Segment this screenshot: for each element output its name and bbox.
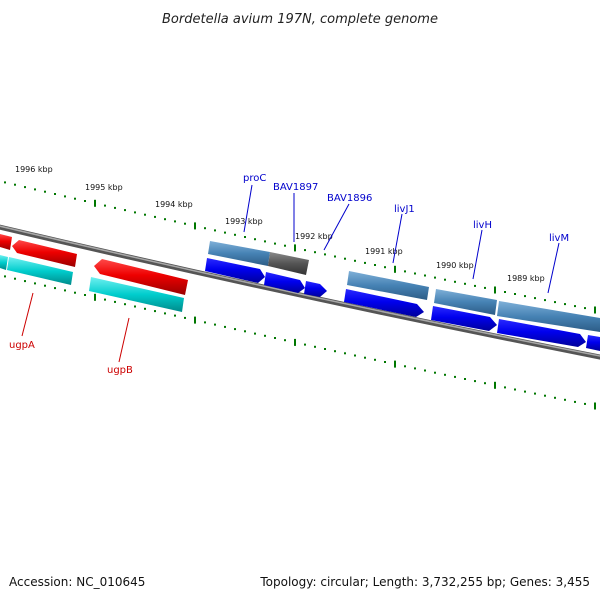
genome-summary-text: Topology: circular; Length: 3,732,255 bp…: [259, 575, 590, 589]
tick-label-1996: 1996 kbp: [15, 165, 53, 174]
cds-next[interactable]: [586, 335, 600, 351]
gene-ugpA[interactable]: [7, 257, 73, 285]
label-ugpB: ugpB: [107, 365, 133, 376]
cds-BAV1897[interactable]: [264, 272, 305, 293]
leader-ugpA: [21, 292, 34, 337]
gene-livM[interactable]: [497, 301, 600, 332]
label-BAV1896: BAV1896: [327, 193, 372, 204]
forward-cds-track: [205, 258, 600, 351]
gene-ugpB[interactable]: [89, 277, 184, 312]
tick-label-1990: 1990 kbp: [436, 261, 474, 270]
backbone-highlight: [0, 225, 600, 357]
cds-BAV1896[interactable]: [304, 281, 327, 297]
outer-tick-ruler: [4, 181, 596, 314]
leader-livJ1: [392, 213, 403, 264]
forward-gene-track: [208, 241, 600, 332]
gene-livH[interactable]: [434, 289, 497, 315]
gene-BAV1897[interactable]: [268, 252, 309, 275]
label-livM: livM: [549, 233, 569, 244]
cds-ugpB[interactable]: [94, 259, 188, 295]
label-BAV1897: BAV1897: [273, 182, 318, 193]
reverse-label-leaders: [21, 292, 130, 363]
label-ugpA: ugpA: [9, 340, 35, 351]
cds-livH[interactable]: [431, 306, 497, 331]
leader-ugpB: [118, 317, 130, 363]
label-livH: livH: [473, 220, 492, 231]
cds-proC[interactable]: [205, 258, 265, 283]
cds-ugpA-part[interactable]: [0, 234, 12, 250]
leader-livM: [547, 242, 560, 294]
gene-proC[interactable]: [208, 241, 270, 266]
gene-labels: proC BAV1897 BAV1896 livJ1 livH livM ugp…: [9, 173, 569, 376]
leader-proC: [243, 184, 253, 233]
label-livJ1: livJ1: [394, 204, 415, 215]
cds-livM[interactable]: [497, 319, 586, 347]
accession-text: Accession: NC_010645: [9, 575, 145, 589]
tick-label-1992: 1992 kbp: [295, 232, 333, 241]
leader-livH: [472, 229, 483, 280]
gene-ugpA-part[interactable]: [0, 255, 8, 270]
inner-tick-ruler: [4, 275, 596, 410]
label-proC: proC: [243, 173, 266, 184]
map-title: Bordetella avium 197N, complete genome: [162, 12, 438, 27]
tick-label-1994: 1994 kbp: [155, 200, 193, 209]
leader-BAV1896: [323, 203, 350, 251]
gene-label-leaders: [243, 184, 560, 294]
reverse-track: [0, 234, 188, 312]
cds-ugpA[interactable]: [12, 240, 77, 267]
tick-label-1993: 1993 kbp: [225, 217, 263, 226]
tick-label-1995: 1995 kbp: [85, 183, 123, 192]
tick-label-1989: 1989 kbp: [507, 274, 545, 283]
cds-livJ1[interactable]: [344, 289, 424, 317]
tick-label-1991: 1991 kbp: [365, 247, 403, 256]
gene-livJ1[interactable]: [347, 271, 429, 300]
genome-backbone: [0, 224, 600, 360]
tick-labels: 1996 kbp 1995 kbp 1994 kbp 1993 kbp 1992…: [15, 165, 545, 283]
